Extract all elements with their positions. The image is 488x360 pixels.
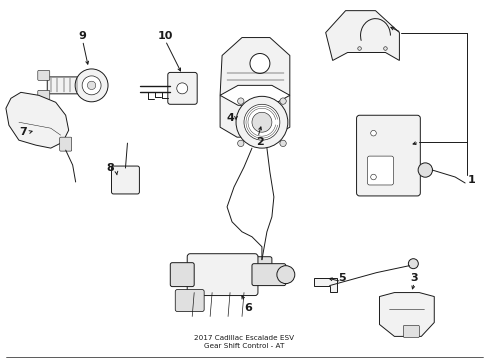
Circle shape: [407, 259, 417, 269]
Text: 10: 10: [157, 31, 173, 41]
FancyBboxPatch shape: [356, 115, 420, 196]
Text: 6: 6: [244, 302, 251, 312]
FancyBboxPatch shape: [38, 71, 50, 80]
FancyBboxPatch shape: [175, 289, 203, 311]
Circle shape: [417, 163, 431, 177]
FancyBboxPatch shape: [367, 156, 393, 185]
FancyBboxPatch shape: [60, 137, 72, 151]
Polygon shape: [6, 92, 68, 148]
Circle shape: [244, 104, 279, 140]
Circle shape: [279, 140, 285, 147]
FancyBboxPatch shape: [167, 72, 197, 104]
Text: 3: 3: [410, 273, 417, 283]
FancyBboxPatch shape: [47, 77, 88, 94]
Circle shape: [75, 69, 108, 102]
Text: 2017 Cadillac Escalade ESV
Gear Shift Control - AT: 2017 Cadillac Escalade ESV Gear Shift Co…: [194, 336, 293, 349]
Circle shape: [237, 140, 244, 147]
FancyBboxPatch shape: [403, 325, 419, 337]
Circle shape: [383, 47, 386, 50]
Circle shape: [357, 47, 361, 50]
FancyBboxPatch shape: [111, 166, 139, 194]
Text: 1: 1: [467, 175, 474, 185]
Circle shape: [370, 174, 376, 180]
Polygon shape: [325, 11, 399, 60]
Text: 7: 7: [19, 127, 27, 137]
Circle shape: [87, 81, 96, 90]
Circle shape: [370, 130, 376, 136]
FancyBboxPatch shape: [38, 90, 50, 100]
Circle shape: [279, 98, 285, 104]
Text: 8: 8: [106, 163, 114, 173]
FancyBboxPatch shape: [251, 257, 271, 279]
Polygon shape: [379, 293, 433, 336]
Circle shape: [82, 76, 101, 95]
Circle shape: [237, 98, 244, 104]
FancyBboxPatch shape: [170, 263, 194, 287]
Polygon shape: [220, 37, 289, 95]
FancyBboxPatch shape: [251, 264, 285, 285]
Circle shape: [276, 266, 294, 284]
Text: 5: 5: [337, 273, 345, 283]
Polygon shape: [220, 95, 289, 137]
Text: 4: 4: [225, 113, 234, 123]
Polygon shape: [313, 278, 336, 292]
Circle shape: [249, 54, 269, 73]
Text: 2: 2: [256, 137, 263, 147]
Text: 9: 9: [79, 31, 86, 41]
FancyBboxPatch shape: [187, 254, 258, 296]
Circle shape: [236, 96, 287, 148]
Circle shape: [176, 83, 187, 94]
Circle shape: [251, 112, 271, 132]
